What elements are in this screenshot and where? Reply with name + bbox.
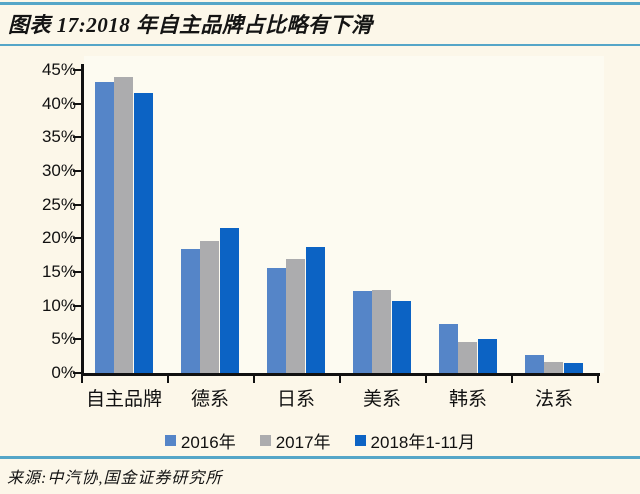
category-label: 美系 [362, 389, 401, 410]
y-axis-label: 10% [41, 295, 76, 315]
bar-自主品牌-2017年 [114, 77, 134, 373]
bar-自主品牌-2016年 [95, 82, 114, 373]
x-axis-tick [425, 376, 427, 383]
plot-area [84, 56, 604, 373]
y-axis-label: 5% [51, 329, 76, 349]
y-axis-tick [73, 69, 81, 71]
source-text: 来源:中汽协,国金证券研究所 [7, 470, 223, 487]
x-axis-tick [167, 376, 169, 383]
x-axis-tick [511, 376, 513, 383]
x-axis-line [81, 373, 600, 376]
x-axis-tick [81, 376, 83, 383]
footer-divider-line [0, 456, 640, 459]
bar-德系-2017年 [200, 241, 220, 373]
bar-德系-2016年 [181, 249, 200, 373]
y-axis-label: 0% [51, 363, 76, 382]
x-axis-tick [253, 376, 255, 383]
bar-美系-2016年 [353, 291, 372, 373]
chart-title: 图表 17:2018 年自主品牌占比略有下滑 [8, 13, 373, 37]
bar-德系-2018年1-11月 [219, 228, 239, 373]
legend-swatch [164, 435, 176, 446]
legend-item: 2018年1-11月 [354, 428, 476, 453]
y-axis-tick [73, 237, 81, 240]
y-axis-label: 15% [41, 262, 76, 281]
legend-item: 2017年 [259, 428, 331, 453]
y-axis-label: 30% [41, 161, 76, 180]
bar-法系-2017年 [544, 362, 564, 373]
y-axis-tick [73, 372, 81, 374]
y-axis-tick [73, 271, 81, 273]
bar-韩系-2016年 [439, 324, 458, 373]
bar-法系-2016年 [525, 355, 544, 373]
bar-日系-2018年1-11月 [305, 247, 325, 373]
y-axis-label: 45% [41, 60, 76, 79]
x-axis-tick [339, 376, 341, 383]
legend-swatch [354, 435, 366, 446]
y-axis-tick [73, 338, 81, 341]
bar-自主品牌-2018年1-11月 [133, 93, 153, 373]
category-label: 德系 [190, 389, 229, 410]
chart-legend: 2016年 2017年 2018年1-11月 [0, 428, 640, 453]
bar-法系-2018年1-11月 [563, 363, 583, 373]
bar-美系-2018年1-11月 [391, 301, 411, 373]
y-axis-tick [73, 304, 81, 307]
bar-美系-2017年 [372, 290, 392, 373]
bar-韩系-2017年 [458, 342, 478, 373]
y-axis-label: 20% [41, 228, 76, 248]
category-label: 韩系 [448, 389, 487, 410]
y-axis-tick [73, 203, 81, 206]
y-axis-line [81, 64, 84, 376]
title-divider-line [0, 44, 640, 46]
category-label: 法系 [534, 389, 573, 410]
bar-日系-2017年 [286, 259, 306, 373]
bar-日系-2016年 [267, 268, 286, 373]
x-axis-tick [597, 376, 599, 383]
bar-韩系-2018年1-11月 [477, 339, 497, 373]
y-axis-label: 40% [41, 93, 76, 113]
y-axis-label: 35% [41, 127, 76, 147]
legend-swatch [259, 435, 271, 446]
legend-item: 2016年 [164, 428, 236, 453]
legend-label: 2017年 [275, 433, 331, 452]
y-axis-label: 25% [41, 194, 76, 214]
y-axis-tick [73, 170, 81, 172]
category-label: 自主品牌 [85, 389, 162, 410]
category-label: 日系 [276, 389, 315, 410]
y-axis-tick [73, 136, 81, 139]
legend-label: 2018年1-11月 [370, 433, 476, 452]
y-axis-tick [73, 102, 81, 105]
top-border-line [0, 2, 640, 5]
legend-label: 2016年 [180, 433, 236, 452]
